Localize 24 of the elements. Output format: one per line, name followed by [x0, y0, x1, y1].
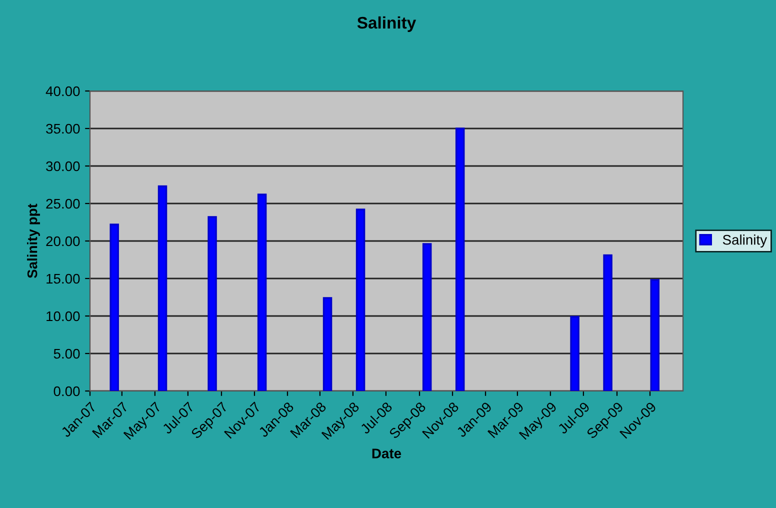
y-tick-label: 15.00 — [46, 274, 80, 284]
bar — [422, 243, 432, 391]
y-tick-label: 35.00 — [46, 124, 80, 134]
bar — [208, 216, 217, 391]
chart-title: Salinity — [357, 16, 416, 32]
y-tick-label: 40.00 — [46, 86, 80, 96]
bar — [110, 224, 119, 391]
y-tick-label: 0.00 — [54, 386, 80, 396]
y-tick-label: 30.00 — [46, 161, 80, 172]
y-tick-label: 5.00 — [54, 348, 80, 359]
y-tick-label: 25.00 — [46, 198, 80, 209]
y-axis-title: Salinity ppt — [27, 204, 40, 278]
bar — [322, 297, 332, 391]
bar — [356, 208, 366, 391]
bar — [603, 254, 612, 391]
bar — [257, 194, 267, 391]
legend-label: Salinity — [722, 234, 768, 248]
bar — [158, 185, 168, 391]
bar — [455, 128, 465, 391]
y-tick-label: 10.00 — [46, 311, 80, 322]
bar — [650, 279, 660, 391]
x-axis-title: Date — [372, 448, 402, 458]
bar — [570, 316, 580, 391]
y-tick-label: 20.00 — [46, 236, 80, 246]
